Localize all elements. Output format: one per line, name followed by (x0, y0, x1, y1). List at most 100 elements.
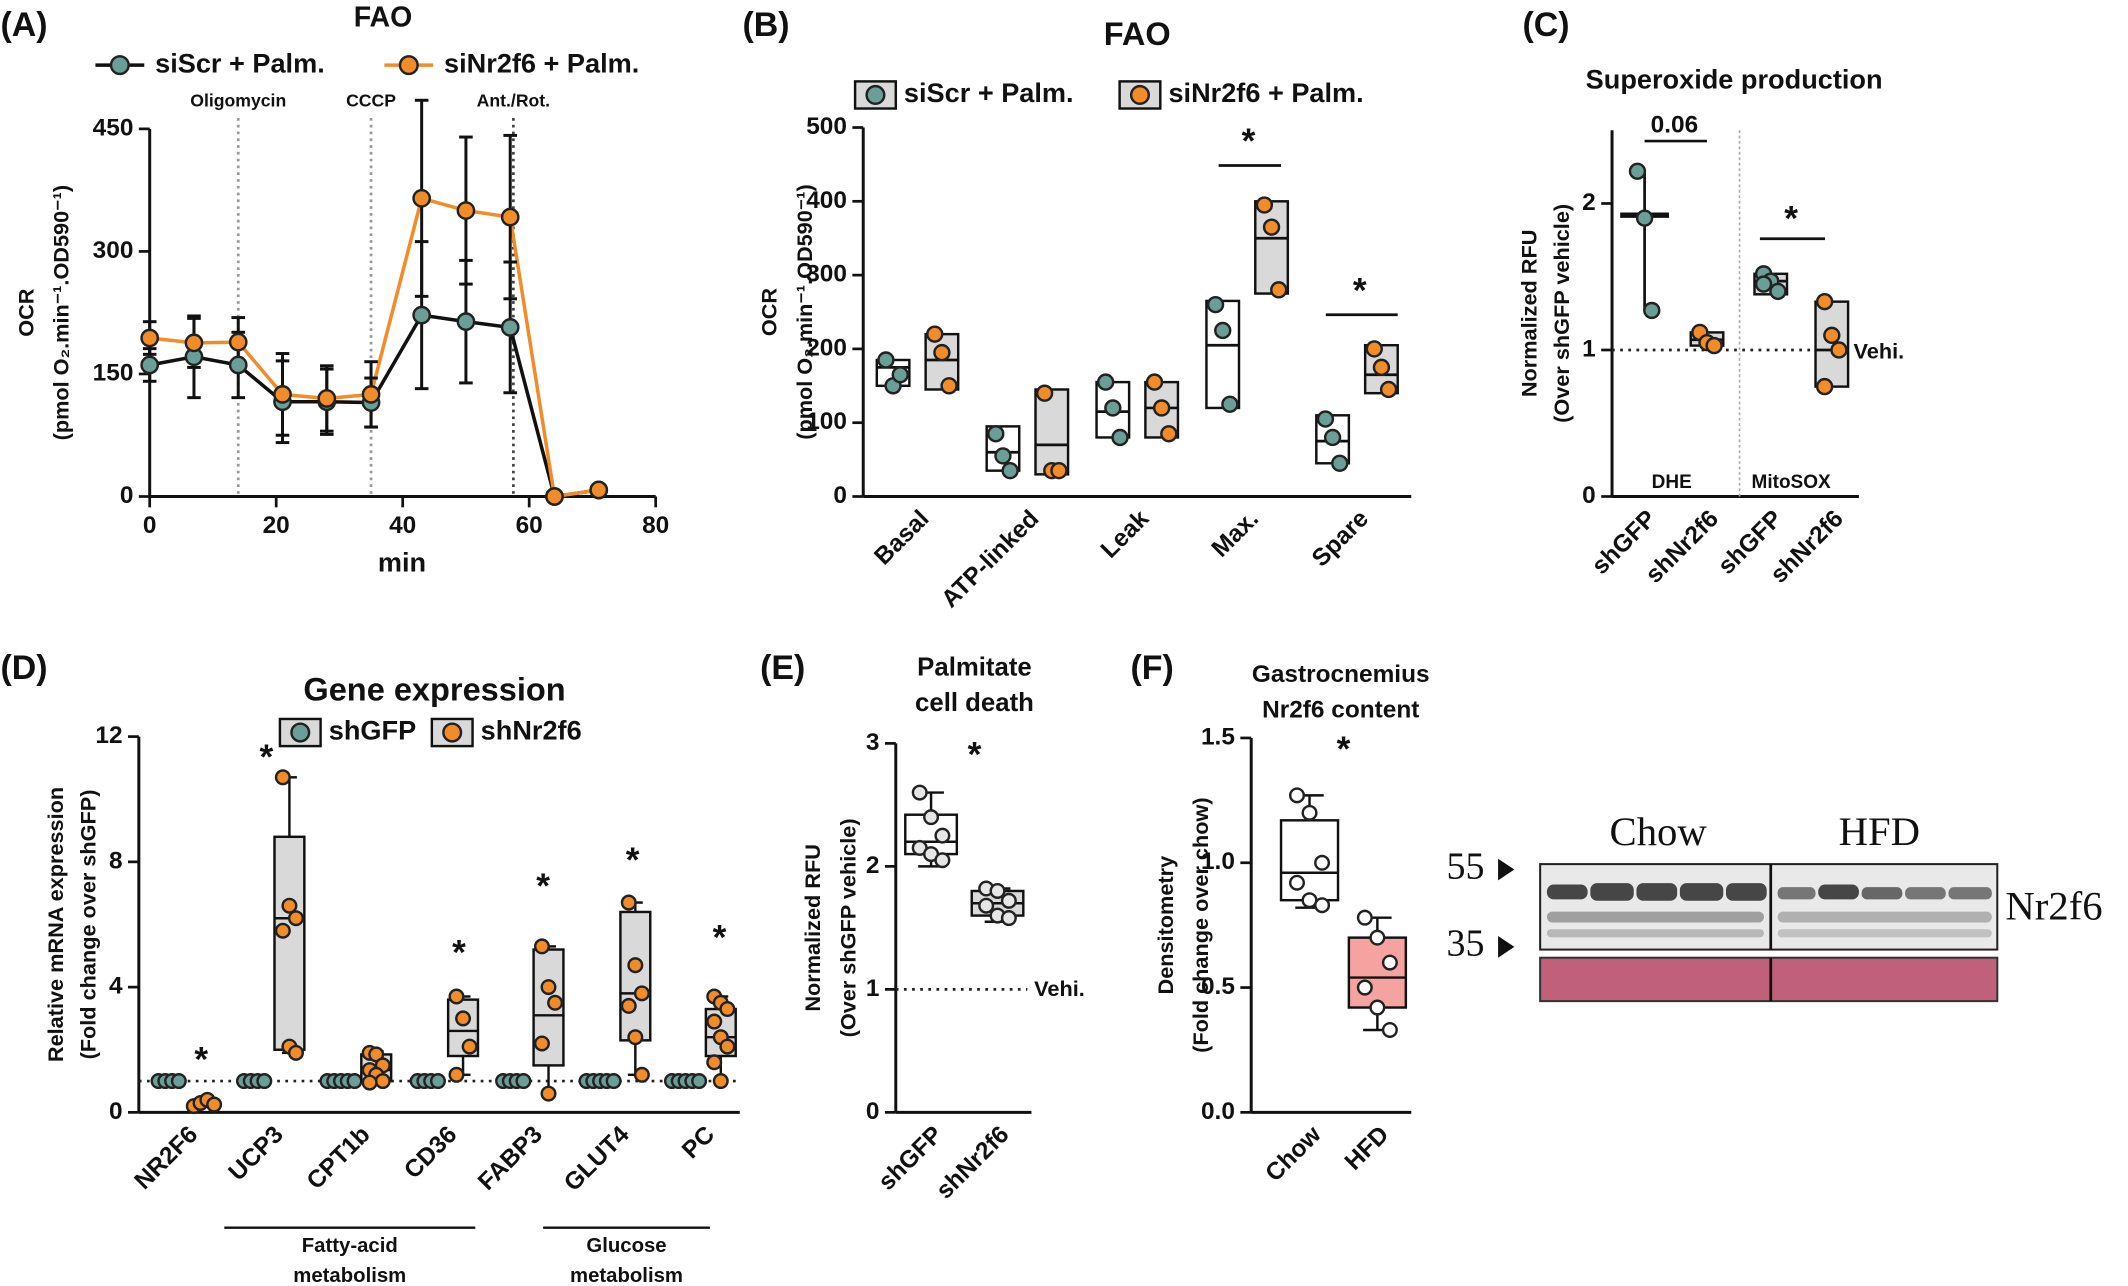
data-point (287, 1044, 304, 1061)
reference-label: Vehi. (1034, 976, 1085, 1001)
y-tick-label: 500 (806, 113, 847, 140)
data-point (228, 332, 248, 352)
y-tick-label: 0 (833, 482, 847, 509)
data-point (1830, 341, 1848, 359)
data-point (1104, 399, 1122, 417)
data-point (1221, 395, 1239, 413)
data-point (287, 910, 304, 927)
legend-label: shGFP (329, 715, 416, 746)
data-point (1096, 373, 1115, 391)
data-point (1214, 321, 1232, 340)
y-tick-label: 450 (93, 114, 134, 141)
x-tick-label: shNr2f6 (931, 1121, 1014, 1204)
data-point (1372, 358, 1391, 377)
x-tick-label: 40 (389, 512, 416, 539)
data-point (281, 897, 298, 914)
group-label: Glucose (586, 1235, 666, 1257)
y-axis-label: Normalized RFU (1516, 230, 1541, 398)
panel-label: (C) (1523, 6, 1570, 44)
y-axis-label: OCR (757, 288, 782, 337)
legend-marker (1129, 84, 1151, 105)
data-point (500, 318, 520, 337)
legend-label: siScr + Palm. (155, 47, 325, 78)
data-point (317, 389, 337, 408)
data-point (448, 988, 465, 1005)
legend-label: siNr2f6 + Palm. (1168, 77, 1363, 108)
chart-title: Palmitate (917, 654, 1032, 682)
y-tick-label: 100 (806, 408, 847, 435)
y-tick-label: 0 (120, 482, 134, 509)
data-point (989, 882, 1006, 899)
data-point (1369, 999, 1386, 1016)
data-point (1365, 340, 1383, 358)
x-tick-label: Spare (1307, 505, 1374, 572)
x-tick-label: CD36 (399, 1121, 462, 1184)
x-tick-label: Basal (869, 505, 934, 570)
data-point (374, 1073, 391, 1090)
data-point (1301, 804, 1318, 821)
blot-bands (1546, 883, 1992, 938)
significance-label: 0.06 (1651, 112, 1699, 139)
data-point (1206, 295, 1225, 314)
y-tick-label: 2 (866, 852, 880, 879)
x-tick-label: UCP3 (224, 1121, 289, 1186)
legend-marker (398, 55, 419, 76)
data-point (877, 351, 895, 369)
data-point (940, 377, 958, 395)
y-tick-label: 400 (806, 187, 847, 214)
y-axis-label: (pmol O₂.min⁻¹.OD590⁻¹) (49, 185, 74, 440)
group-label: metabolism (570, 1265, 683, 1286)
data-point (1270, 281, 1288, 299)
x-tick-label: 0 (143, 512, 157, 539)
data-point (633, 1066, 650, 1083)
blot-group-label: Chow (1610, 809, 1708, 854)
y-tick-label: 0.5 (1201, 973, 1235, 1000)
data-point (633, 985, 650, 1002)
range-bar (1254, 200, 1290, 295)
chart-title: Superoxide production (1586, 64, 1883, 95)
y-tick-label: 3 (866, 729, 880, 756)
protein-label: Nr2f6 (2005, 884, 2102, 929)
data-point (140, 328, 160, 348)
data-point (1262, 218, 1281, 236)
data-point (691, 1073, 708, 1090)
group-label: metabolism (293, 1265, 406, 1286)
panel-label: (A) (0, 6, 47, 44)
marker-arrow (1498, 858, 1515, 881)
event-label: Oligomycin (190, 90, 286, 110)
y-tick-label: 1.0 (1201, 848, 1235, 875)
y-tick-label: 1 (1582, 335, 1596, 362)
significance-label: * (968, 735, 982, 774)
data-point (620, 997, 637, 1014)
y-tick-label: 2 (1582, 189, 1596, 216)
significance-label: * (1353, 271, 1367, 310)
data-point (184, 333, 204, 353)
group-label: Fatty-acid (302, 1235, 398, 1257)
y-axis-label: OCR (13, 288, 38, 337)
data-point (274, 922, 291, 939)
data-point (515, 1073, 532, 1090)
data-point (926, 325, 944, 343)
marker-arrow (1498, 936, 1515, 958)
x-tick-label: 80 (642, 512, 669, 539)
data-point (911, 784, 928, 801)
x-tick-label: GLUT4 (559, 1121, 635, 1197)
data-point (540, 1085, 557, 1102)
data-point (994, 447, 1012, 465)
y-tick-label: 8 (109, 847, 123, 874)
event-label: Ant./Rot. (477, 90, 550, 110)
data-point (461, 1038, 478, 1055)
data-point (627, 957, 644, 974)
data-point (589, 480, 609, 500)
x-tick-label: Leak (1096, 505, 1155, 564)
data-point (256, 1073, 273, 1090)
data-point (719, 1038, 736, 1055)
box (1347, 936, 1408, 1009)
significance-label: * (259, 738, 273, 777)
data-point (605, 1073, 622, 1090)
x-tick-label: Chow (1260, 1120, 1327, 1187)
box (619, 910, 652, 1042)
y-tick-label: 150 (93, 359, 134, 386)
data-point (540, 979, 557, 996)
significance-label: * (626, 841, 640, 880)
